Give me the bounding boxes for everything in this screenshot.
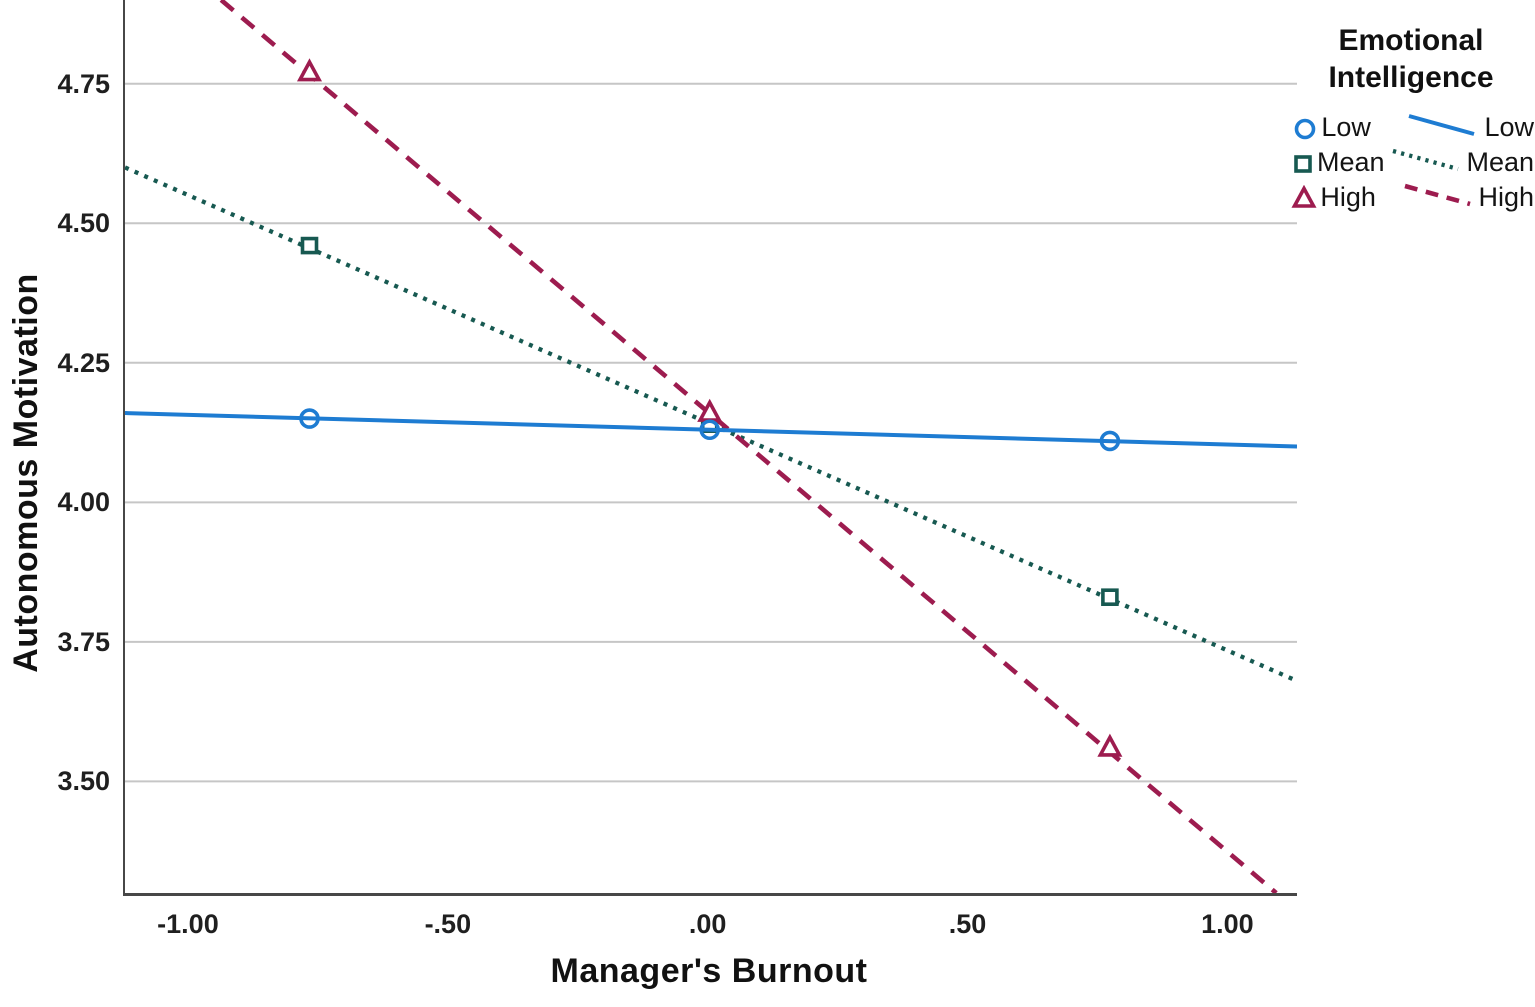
data-point-marker-triangle xyxy=(1291,184,1317,208)
legend-title: Emotional Intelligence xyxy=(1328,24,1494,94)
y-tick-label: 4.50 xyxy=(57,208,110,239)
y-tick-label: 3.75 xyxy=(57,626,110,657)
series-mean xyxy=(125,165,1297,683)
data-point-marker-circle xyxy=(1099,430,1121,452)
data-point-marker-square xyxy=(1293,154,1312,173)
legend-marker-label: Low xyxy=(1321,112,1371,142)
data-point-marker-circle xyxy=(1294,118,1315,139)
x-axis-title: Manager's Burnout xyxy=(550,952,868,990)
plot-area xyxy=(123,0,1297,896)
legend-marker-label: Mean xyxy=(1317,147,1385,177)
y-tick-label: 4.75 xyxy=(57,68,110,99)
y-tick-label: 4.00 xyxy=(57,487,110,518)
x-tick-label: -.50 xyxy=(424,909,472,939)
legend-circle-marker-icon xyxy=(1288,115,1321,141)
legend-triangle-marker-icon xyxy=(1288,184,1320,211)
legend: Emotional Intelligence Low Low Mean Mean Hig… xyxy=(1288,22,1534,215)
x-tick-label: -1.00 xyxy=(157,909,219,939)
legend-line-label: Low xyxy=(1484,112,1534,142)
y-axis-title: Autonomous Motivation xyxy=(7,273,45,673)
legend-rows: Low Low Mean Mean High High xyxy=(1288,110,1534,215)
data-point-marker-circle xyxy=(699,419,721,441)
plot-canvas xyxy=(125,0,1297,893)
x-tick-label: 1.00 xyxy=(1201,909,1254,939)
legend-line-label: Mean xyxy=(1466,147,1534,177)
x-tick-label: .50 xyxy=(948,909,987,939)
legend-square-marker-icon xyxy=(1288,150,1317,176)
legend-row-high: High High xyxy=(1288,180,1534,215)
legend-row-mean: Mean Mean xyxy=(1288,145,1534,180)
legend-solid-line-sample-icon xyxy=(1406,111,1481,144)
data-point-marker-triangle xyxy=(1097,733,1123,757)
legend-line-label: High xyxy=(1478,182,1534,212)
data-point-marker-square xyxy=(1101,588,1119,606)
y-tick-label: 4.25 xyxy=(57,347,110,378)
legend-row-low: Low Low xyxy=(1288,110,1534,145)
y-tick-label: 3.50 xyxy=(57,766,110,797)
data-point-marker-circle xyxy=(299,408,320,429)
legend-dashed-line-sample-icon xyxy=(1402,181,1474,214)
legend-marker-label: High xyxy=(1320,182,1376,212)
x-tick-label: .00 xyxy=(688,909,727,939)
data-point-marker-square xyxy=(300,236,319,255)
series-low xyxy=(125,408,1297,452)
data-point-marker-triangle xyxy=(296,58,323,82)
legend-dotted-line-sample-icon xyxy=(1390,146,1462,179)
